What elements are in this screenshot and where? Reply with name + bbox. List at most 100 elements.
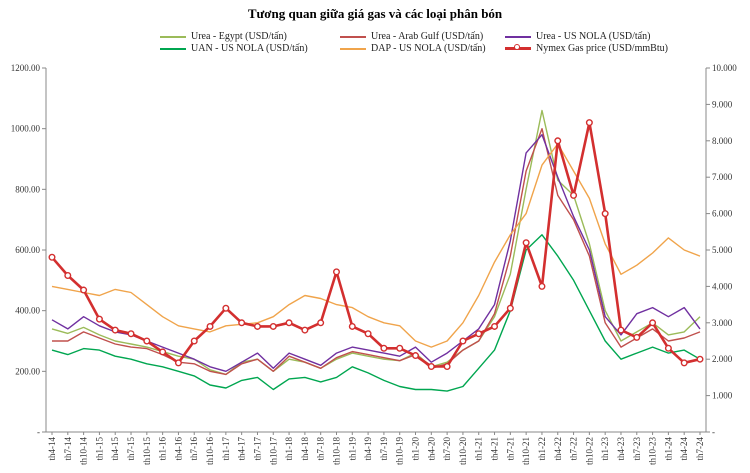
series-line-2 [51, 133, 701, 372]
legend-swatch [160, 47, 186, 50]
gas-price-point [649, 319, 657, 327]
legend-label: Nymex Gas price (USD/mmBtu) [536, 43, 668, 54]
gas-price-point [491, 322, 499, 330]
y-right-tick-label: 2.000 [712, 354, 733, 364]
legend-label: Urea - US NOLA (USD/tấn) [536, 31, 651, 42]
gas-price-point [459, 337, 467, 345]
series-line-4 [51, 143, 701, 348]
x-tick-label: th10-20 [458, 437, 468, 465]
gas-price-point [427, 362, 435, 370]
legend-label: DAP - US NOLA (USD/tấn) [371, 43, 486, 54]
gas-price-point [95, 315, 103, 323]
x-tick-label: th4-15 [110, 437, 120, 461]
x-tick-label: th4-24 [679, 437, 689, 461]
gas-price-point [601, 210, 609, 218]
legend-swatch [505, 44, 531, 51]
y-right-tick-label: 4.000 [712, 281, 733, 291]
gas-price-point [301, 326, 309, 334]
legend-label: Urea - Arab Gulf (USD/tấn) [371, 31, 484, 42]
x-tick-label: th1-24 [663, 437, 673, 461]
x-tick-label: th7-17 [252, 437, 262, 461]
x-tick-label: th10-14 [79, 437, 89, 465]
y-left-tick-label: - [37, 427, 40, 437]
axes [42, 67, 710, 435]
gas-price-point [664, 344, 672, 352]
y-right-tick-label: 10.000 [712, 63, 737, 73]
series-line-3 [51, 234, 701, 392]
y-right-tick-label: 1.000 [712, 391, 733, 401]
gas-price-point [174, 359, 182, 367]
x-tick-label: th4-16 [173, 437, 183, 461]
legend-label: UAN - US NOLA (USD/tấn) [191, 43, 308, 54]
x-tick-label: th1-18 [284, 437, 294, 461]
legend-item-urea-egypt: Urea - Egypt (USD/tấn) [160, 30, 287, 44]
x-tick-label: th4-18 [300, 437, 310, 461]
gas-price-point [396, 344, 404, 352]
y-right-tick-label: 8.000 [712, 136, 733, 146]
legend-swatch [160, 35, 186, 38]
x-tick-label: th10-15 [142, 437, 152, 465]
gas-price-point [364, 330, 372, 338]
y-left-tick-label: 1000.00 [11, 124, 41, 134]
y-right-tick-label: - [712, 427, 715, 437]
x-tick-label: th1-23 [600, 437, 610, 461]
legend-swatch [340, 47, 366, 50]
gas-price-point [696, 355, 704, 363]
x-tick-label: th7-16 [189, 437, 199, 461]
gas-price-point [190, 337, 198, 345]
gas-price-point [143, 337, 151, 345]
gas-price-point [111, 326, 119, 334]
x-tick-label: th1-22 [537, 437, 547, 461]
x-tick-label: th10-17 [268, 437, 278, 465]
x-tick-label: th10-16 [205, 437, 215, 465]
y-right-tick-label: 3.000 [712, 318, 733, 328]
y-left-tick-label: 400.00 [15, 306, 40, 316]
x-tick-label: th4-23 [616, 437, 626, 461]
y-right-tick-label: 9.000 [712, 99, 733, 109]
legend-item-urea-us-nola: Urea - US NOLA (USD/tấn) [505, 30, 650, 44]
gas-price-point [475, 330, 483, 338]
chart-title: Tương quan giữa giá gas và các loại phân… [247, 6, 503, 21]
gas-price-point [443, 362, 451, 370]
x-tick-label: th1-16 [158, 437, 168, 461]
x-tick-label: th1-15 [94, 437, 104, 461]
y-left-tick-label: 800.00 [15, 184, 40, 194]
legend-item-dap-us-nola: DAP - US NOLA (USD/tấn) [340, 42, 486, 56]
y-left-tick-label: 1200.00 [11, 63, 41, 73]
x-tick-label: th10-23 [648, 437, 658, 465]
gas-price-point [285, 319, 293, 327]
gas-price-point [332, 268, 340, 276]
series-line-0 [51, 109, 701, 376]
gas-price-point [585, 119, 593, 127]
gas-price-point [633, 333, 641, 341]
legend-item-uan-us-nola: UAN - US NOLA (USD/tấn) [160, 42, 308, 56]
x-tick-label: th7-22 [569, 437, 579, 461]
x-tick-label: th1-20 [411, 437, 421, 461]
x-tick-label: th7-18 [316, 437, 326, 461]
y-right-tick-label: 5.000 [712, 245, 733, 255]
x-tick-label: th1-21 [474, 437, 484, 461]
gas-price-point [64, 271, 72, 279]
x-tick-label: th10-18 [331, 437, 341, 465]
gas-price-point [506, 304, 514, 312]
y-right-tick-label: 6.000 [712, 209, 733, 219]
tick-labels: - 200.00 400.00 600.00 800.00 1000.00 1200.00 -… [11, 63, 738, 465]
legend-label: Urea - Egypt (USD/tấn) [191, 31, 287, 42]
x-tick-label: th7-21 [505, 437, 515, 461]
x-tick-label: th7-20 [442, 437, 452, 461]
gas-price-point [554, 137, 562, 145]
gas-price-point [206, 322, 214, 330]
x-tick-label: th1-19 [347, 437, 357, 461]
gas-price-point [317, 319, 325, 327]
y-left-tick-label: 200.00 [15, 366, 40, 376]
x-tick-label: th4-21 [490, 437, 500, 461]
gas-price-point [238, 319, 246, 327]
gas-price-point [412, 352, 420, 360]
gas-price-point [253, 322, 261, 330]
y-left-tick-label: 600.00 [15, 245, 40, 255]
legend-item-urea-arab-gulf: Urea - Arab Gulf (USD/tấn) [340, 30, 483, 44]
gas-price-point [348, 322, 356, 330]
legend-swatch [505, 35, 531, 38]
x-tick-label: th7-24 [695, 437, 705, 461]
